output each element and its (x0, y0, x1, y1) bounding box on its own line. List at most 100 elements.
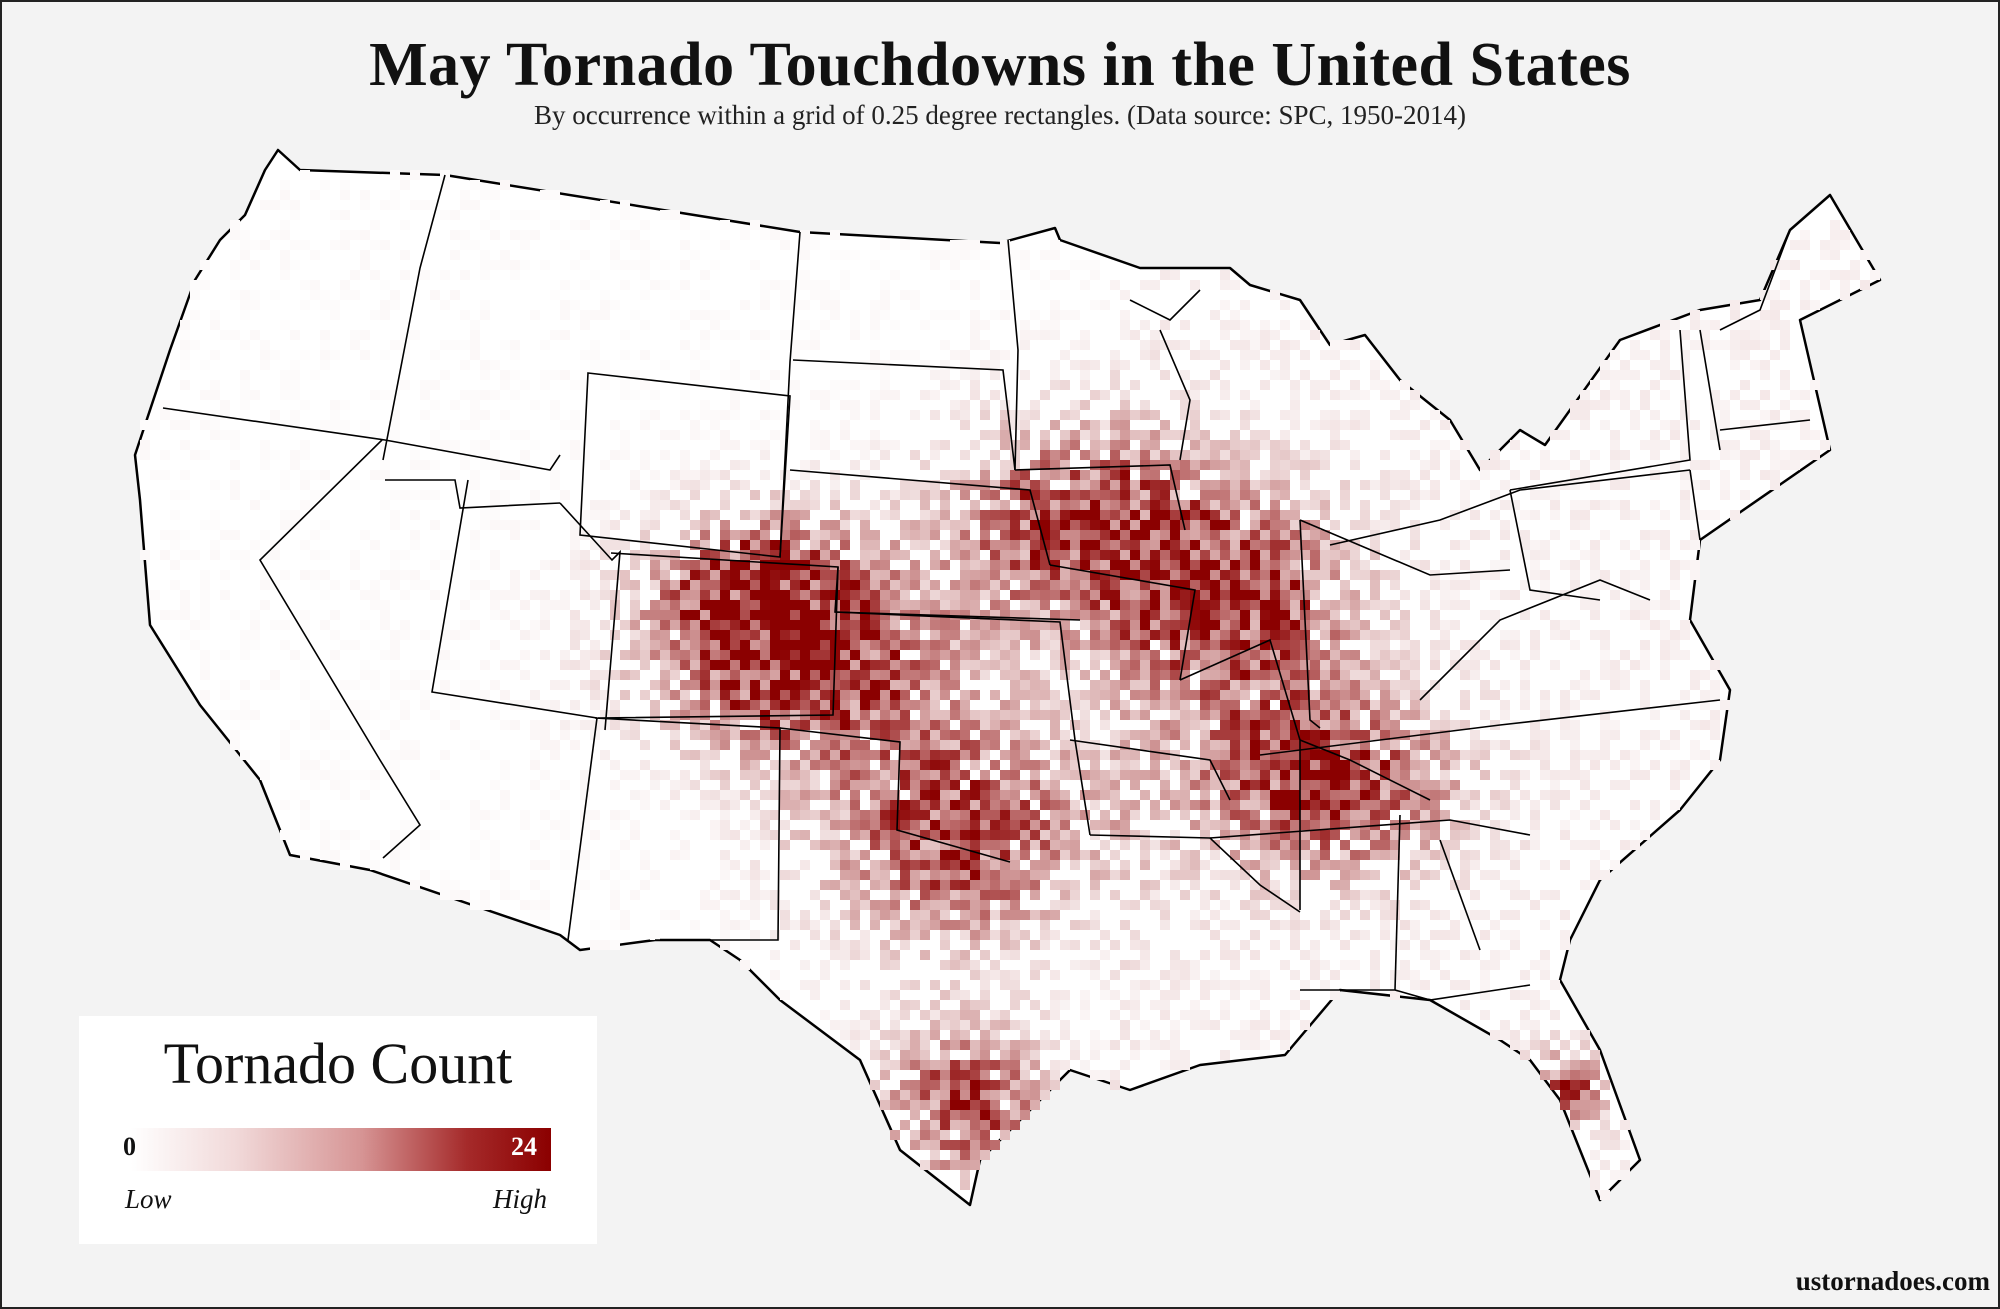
density-cell (240, 290, 250, 300)
density-cell (950, 410, 960, 420)
density-cell (380, 440, 390, 450)
density-cell (1070, 590, 1080, 600)
density-cell (1410, 390, 1420, 400)
density-cell (710, 310, 720, 320)
density-cell (510, 390, 520, 400)
density-cell (1460, 560, 1470, 570)
density-cell (1010, 850, 1020, 860)
density-cell (1300, 690, 1310, 700)
density-cell (1190, 850, 1200, 860)
density-cell (1080, 420, 1090, 430)
density-cell (750, 780, 760, 790)
density-cell (810, 550, 820, 560)
density-cell (880, 1030, 890, 1040)
density-cell (730, 400, 740, 410)
density-cell (1120, 420, 1130, 430)
density-cell (810, 600, 820, 610)
density-cell (1330, 860, 1340, 870)
density-cell (750, 650, 760, 660)
density-cell (780, 690, 790, 700)
density-cell (970, 550, 980, 560)
density-cell (1200, 790, 1210, 800)
density-cell (1310, 460, 1320, 470)
density-cell (1210, 930, 1220, 940)
density-cell (950, 700, 960, 710)
density-cell (990, 740, 1000, 750)
density-cell (1110, 610, 1120, 620)
density-cell (700, 580, 710, 590)
density-cell (1230, 760, 1240, 770)
density-cell (810, 660, 820, 670)
density-cell (470, 850, 480, 860)
density-cell (950, 1060, 960, 1070)
density-cell (990, 910, 1000, 920)
density-cell (980, 910, 990, 920)
density-cell (1070, 610, 1080, 620)
density-cell (260, 760, 270, 770)
density-cell (1240, 590, 1250, 600)
density-cell (280, 200, 290, 210)
density-cell (890, 890, 900, 900)
density-cell (1330, 750, 1340, 760)
density-cell (550, 480, 560, 490)
density-cell (780, 670, 790, 680)
density-cell (930, 920, 940, 930)
density-cell (1190, 610, 1200, 620)
density-cell (580, 590, 590, 600)
density-cell (890, 440, 900, 450)
density-cell (940, 900, 950, 910)
density-cell (940, 1060, 950, 1070)
density-cell (1310, 820, 1320, 830)
density-cell (1330, 780, 1340, 790)
density-cell (1370, 710, 1380, 720)
density-cell (1150, 450, 1160, 460)
density-cell (730, 700, 740, 710)
density-cell (1320, 860, 1330, 870)
density-cell (390, 650, 400, 660)
density-cell (700, 480, 710, 490)
density-cell (690, 710, 700, 720)
density-cell (820, 550, 830, 560)
density-cell (1290, 590, 1300, 600)
density-cell (1050, 420, 1060, 430)
density-cell (980, 810, 990, 820)
density-cell (820, 1010, 830, 1020)
density-cell (1130, 510, 1140, 520)
density-cell (1340, 420, 1350, 430)
density-cell (1140, 560, 1150, 570)
density-cell (810, 570, 820, 580)
density-cell (1420, 950, 1430, 960)
density-cell (250, 500, 260, 510)
density-cell (670, 560, 680, 570)
density-cell (1110, 560, 1120, 570)
density-cell (1480, 710, 1490, 720)
density-cell (1010, 560, 1020, 570)
density-cell (410, 540, 420, 550)
density-cell (750, 570, 760, 580)
density-cell (800, 790, 810, 800)
density-cell (1040, 1070, 1050, 1080)
density-cell (1030, 710, 1040, 720)
density-cell (200, 280, 210, 290)
density-cell (430, 770, 440, 780)
density-cell (1030, 400, 1040, 410)
density-cell (320, 710, 330, 720)
density-cell (650, 390, 660, 400)
density-cell (240, 650, 250, 660)
density-cell (1280, 810, 1290, 820)
density-cell (1280, 480, 1290, 490)
density-cell (1050, 330, 1060, 340)
density-cell (1290, 930, 1300, 940)
density-cell (800, 770, 810, 780)
density-cell (1000, 620, 1010, 630)
density-cell (1360, 700, 1370, 710)
density-cell (940, 720, 950, 730)
density-cell (1100, 720, 1110, 730)
density-cell (300, 350, 310, 360)
density-cell (600, 690, 610, 700)
density-cell (640, 410, 650, 420)
density-cell (850, 440, 860, 450)
density-cell (240, 700, 250, 710)
density-cell (770, 610, 780, 620)
density-cell (1260, 650, 1270, 660)
